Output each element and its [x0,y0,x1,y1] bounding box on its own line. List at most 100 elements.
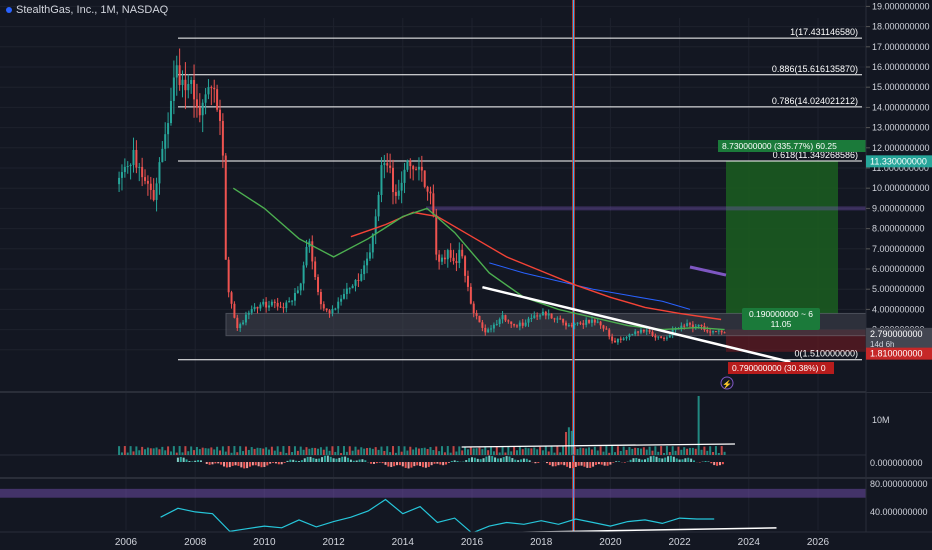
oscillator-bar [551,462,554,467]
oscillator-bar [583,462,586,467]
oscillator-bar [684,458,687,462]
candle-body [527,318,530,323]
oscillator-bar [445,462,448,465]
volume-bar [490,446,493,455]
candle-body [149,183,152,190]
oscillator-bar [609,462,612,465]
oscillator-bar [635,457,638,462]
oscillator-bar [517,460,520,462]
candle-body [481,322,484,328]
candle-body [348,288,351,290]
oscillator-bar [404,462,407,468]
volume-bar [504,452,507,455]
candle-body [518,322,521,327]
candle-body [204,94,207,103]
candle-body [536,315,539,317]
candle-body [706,329,709,332]
volume-bar [342,446,345,455]
candle-body [380,165,383,196]
volume-bar [190,446,193,455]
oscillator-bar [615,461,618,462]
oscillator-bar [352,460,355,462]
candle-body [302,265,305,284]
candle-body [452,257,455,262]
candle-body [478,315,481,323]
oscillator-bar [407,462,410,469]
candle-body [172,77,175,101]
oscillator-bar [419,462,422,466]
candle-body [691,324,694,329]
candle-body [155,183,158,200]
candle-body [340,298,343,302]
candle-body [622,338,625,340]
volume-bar [412,449,415,455]
candle-body [351,285,354,289]
volume-bar [446,446,449,455]
oscillator-bar [693,460,696,462]
volume-bar [435,446,438,455]
candle-body [305,246,308,266]
candle-body [216,89,219,110]
candle-body [265,301,268,308]
candle-body [524,322,527,326]
oscillator-bar [704,461,707,462]
volume-bar [657,451,660,455]
volume-bar [660,446,663,455]
candle-body [374,216,377,235]
oscillator-bar [375,462,378,464]
x-tick-label: 2010 [253,537,276,548]
oscillator-bar [427,462,430,467]
candle-body [461,249,464,257]
candle-body [714,331,717,333]
volume-bar [478,447,481,455]
candle-body [423,170,426,187]
purple-trend-segment [689,265,727,277]
candle-body [406,160,409,170]
candle-body [573,323,576,326]
volume-bar [452,446,455,455]
candle-body [299,283,302,291]
volume-bar [340,453,343,455]
volume-bar [172,446,175,455]
oscillator-bar [424,462,427,468]
candle-body [723,332,726,334]
oscillator-bar [225,462,228,468]
oscillator-bar [396,462,399,466]
candle-body [602,325,605,329]
volume-bar [524,447,527,455]
candle-body [256,306,259,309]
oscillator-bar [534,462,537,464]
price-tag-stop [866,347,932,360]
entry-label-line2: 11.05 [771,319,792,329]
oscillator-bar [309,456,312,462]
volume-bar [291,452,294,455]
volume-bar [389,452,392,455]
volume-bar [299,446,302,455]
oscillator-bar [318,458,321,462]
oscillator-bar [545,462,548,464]
oscillator-bar [554,462,557,467]
volume-bar [585,448,588,455]
candle-body [449,250,452,258]
volume-bar [270,446,273,455]
volume-bar [539,446,542,455]
volume-bar [354,446,357,455]
oscillator-bar [176,457,179,462]
candle-body [412,166,415,170]
y-tick-label: 9.000000000 [872,203,925,213]
volume-bar [351,450,354,455]
candle-body [181,79,184,86]
volume-bar [495,446,498,455]
volume-bar [120,452,123,455]
candle-body [533,315,536,318]
price-trendline [482,285,791,364]
x-tick-label: 2006 [115,537,138,548]
oscillator-bar [208,462,211,465]
volume-bar [210,447,213,455]
oscillator-bar [378,462,381,463]
candle-body [637,331,640,333]
volume-bar [259,448,262,455]
volume-bar [625,449,628,455]
lightning-icon: ⚡ [722,379,732,389]
